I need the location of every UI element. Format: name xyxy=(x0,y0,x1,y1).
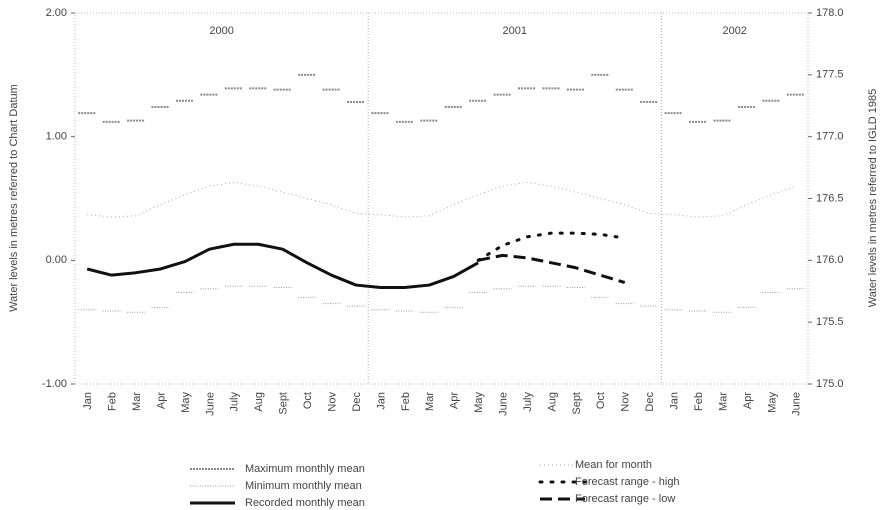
x-tick-label: Feb xyxy=(400,392,412,411)
x-tick-label: Mar xyxy=(424,392,436,411)
x-tick-label: Mar xyxy=(717,392,729,411)
x-tick-label: May xyxy=(766,392,778,413)
x-tick-label: May xyxy=(180,392,192,413)
x-tick-label: Feb xyxy=(693,392,705,411)
year-label: 2002 xyxy=(722,25,746,37)
x-tick-label: June xyxy=(791,392,803,416)
year-label: 2001 xyxy=(503,25,527,37)
x-tick-label: Sept xyxy=(571,392,583,415)
x-tick-label: Aug xyxy=(546,392,558,412)
legend-label: Recorded monthly mean xyxy=(245,497,365,509)
y2-tick-label: 176.5 xyxy=(816,192,844,204)
x-tick-label: Jan xyxy=(669,392,681,410)
y-tick-label: 1.00 xyxy=(46,131,67,143)
x-tick-label: Dec xyxy=(644,392,656,412)
x-tick-label: July xyxy=(522,392,534,412)
x-tick-label: Dec xyxy=(351,392,363,412)
series-line xyxy=(86,242,479,290)
year-label: 2000 xyxy=(209,25,233,37)
legend-label: Mean for month xyxy=(575,459,652,471)
y2-tick-label: 175.5 xyxy=(816,316,844,328)
x-tick-label: Mar xyxy=(131,392,143,411)
y2-tick-label: 177.5 xyxy=(816,69,844,81)
x-tick-label: May xyxy=(473,392,485,413)
x-tick-label: Apr xyxy=(449,392,461,409)
x-tick-label: Aug xyxy=(253,392,265,412)
y-tick-label: -1.00 xyxy=(42,378,67,390)
y-tick-label: 2.00 xyxy=(46,7,67,19)
legend-label: Maximum monthly mean xyxy=(245,463,365,475)
x-tick-label: Oct xyxy=(302,392,314,409)
y2-axis-label: Water levels in metres referred to IGLD … xyxy=(867,89,879,307)
x-tick-label: Feb xyxy=(107,392,119,411)
y-axis-label: Water levels in metres referred to Chart… xyxy=(8,84,20,312)
x-tick-label: Nov xyxy=(620,392,632,412)
series-line xyxy=(476,231,627,262)
x-tick-label: Jan xyxy=(375,392,387,410)
legend-label: Minimum monthly mean xyxy=(245,480,362,492)
x-tick-label: Apr xyxy=(155,392,167,409)
plot-frame xyxy=(74,12,809,385)
series-line xyxy=(477,253,626,285)
y2-tick-label: 175.0 xyxy=(816,378,844,390)
x-tick-label: June xyxy=(497,392,509,416)
x-tick-label: Sept xyxy=(278,392,290,415)
y2-tick-label: 178.0 xyxy=(816,7,844,19)
series-line xyxy=(87,181,796,218)
x-tick-label: Oct xyxy=(595,392,607,409)
x-tick-label: Nov xyxy=(326,392,338,412)
y2-tick-label: 176.0 xyxy=(816,254,844,266)
x-tick-label: Apr xyxy=(742,392,754,409)
x-tick-label: June xyxy=(204,392,216,416)
y-tick-label: 0.00 xyxy=(46,254,67,266)
y2-tick-label: 177.0 xyxy=(816,131,844,143)
x-tick-label: July xyxy=(229,392,241,412)
x-tick-label: Jan xyxy=(82,392,94,410)
legend-label: Forecast range - low xyxy=(575,493,675,505)
legend-label: Forecast range - high xyxy=(575,476,680,488)
